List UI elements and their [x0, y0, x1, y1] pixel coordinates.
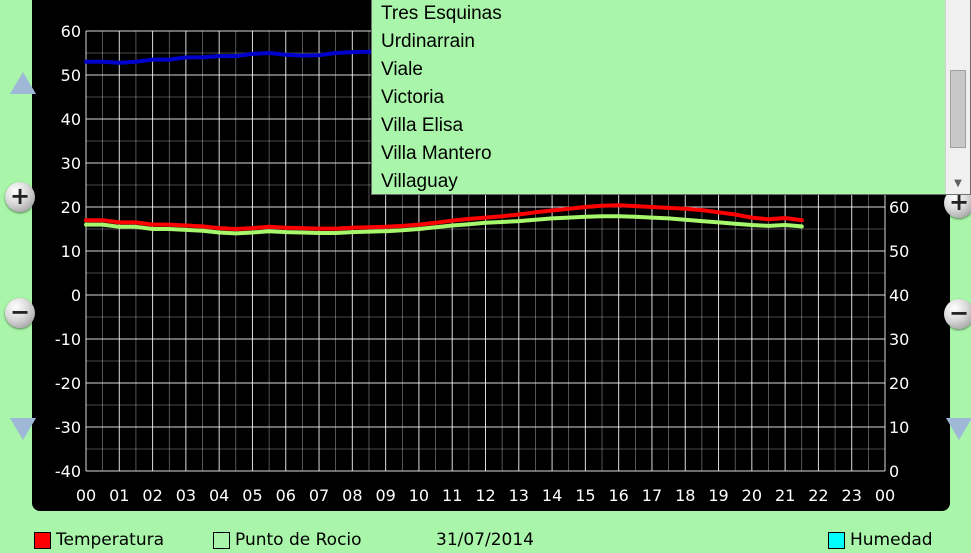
legend-punto-de-rocio-label: Punto de Rocio — [235, 530, 362, 550]
x-tick-label: 13 — [509, 486, 529, 505]
y-left-tick-label: 10 — [61, 242, 81, 261]
scrollbar-thumb[interactable] — [950, 70, 966, 148]
x-tick-label: 16 — [608, 486, 628, 505]
y-left-tick-label: -20 — [55, 374, 81, 393]
legend-humedad-label: Humedad — [850, 530, 933, 550]
x-tick-label: 07 — [309, 486, 329, 505]
x-tick-label: 00 — [76, 486, 96, 505]
y-left-tick-label: 30 — [61, 154, 81, 173]
scroll-up-arrow-icon-left[interactable] — [10, 72, 36, 94]
x-tick-label: 06 — [276, 486, 296, 505]
x-tick-label: 18 — [675, 486, 695, 505]
temperatura-swatch[interactable] — [34, 531, 51, 549]
legend-temperatura[interactable]: Temperatura — [34, 529, 164, 551]
legend-temperatura-label: Temperatura — [56, 530, 165, 550]
x-tick-label: 14 — [542, 486, 562, 505]
x-tick-label: 08 — [342, 486, 362, 505]
y-left-tick-label: 20 — [61, 198, 81, 217]
x-tick-label: 02 — [142, 486, 162, 505]
x-tick-label: 05 — [242, 486, 262, 505]
series-line-humedad — [84, 47, 405, 65]
series-line-punto-de-rocio — [84, 214, 804, 236]
humedad-swatch[interactable] — [828, 531, 845, 549]
zoom-out-button-left[interactable]: − — [5, 298, 35, 328]
legend-punto-de-rocio[interactable]: Punto de Rocio — [213, 529, 362, 551]
scroll-down-arrow-icon-right[interactable] — [946, 418, 971, 440]
y-left-tick-label: 40 — [61, 110, 81, 129]
y-right-tick-label: 20 — [889, 374, 909, 393]
x-tick-label: 12 — [475, 486, 495, 505]
date-label: 31/07/2014 — [436, 530, 534, 550]
station-option-villaguay[interactable]: Villaguay — [381, 171, 458, 192]
x-tick-label: 04 — [209, 486, 229, 505]
station-option-urdinarrain[interactable]: Urdinarrain — [381, 31, 475, 52]
x-tick-label: 23 — [842, 486, 862, 505]
station-option-tres-esquinas[interactable]: Tres Esquinas — [381, 3, 502, 24]
y-left-tick-label: -40 — [55, 462, 81, 481]
station-option-villa-mantero[interactable]: Villa Mantero — [381, 143, 492, 164]
station-option-villa-elisa[interactable]: Villa Elisa — [381, 115, 464, 136]
station-option-victoria[interactable]: Victoria — [381, 87, 445, 108]
dropdown-scrollbar[interactable]: ▼ — [945, 0, 970, 194]
zoom-out-button-right[interactable]: − — [944, 299, 971, 329]
y-left-tick-label: 50 — [61, 66, 81, 85]
y-right-tick-label: 60 — [889, 198, 909, 217]
scrollbar-down-arrow-icon[interactable]: ▼ — [954, 178, 962, 189]
x-tick-label: 19 — [708, 486, 728, 505]
station-dropdown-list[interactable]: Tres Esquinas Urdinarrain Viale Victoria… — [371, 0, 971, 195]
y-right-tick-label: 30 — [889, 330, 909, 349]
punto-de-rocio-swatch[interactable] — [213, 531, 230, 549]
x-tick-label: 03 — [176, 486, 196, 505]
x-tick-label: 21 — [775, 486, 795, 505]
x-tick-label: 01 — [109, 486, 129, 505]
station-option-viale[interactable]: Viale — [381, 59, 423, 80]
y-left-tick-label: 60 — [61, 22, 81, 41]
x-tick-label: 00 — [875, 486, 895, 505]
y-right-tick-label: 10 — [889, 418, 909, 437]
x-tick-label: 09 — [375, 486, 395, 505]
x-tick-label: 15 — [575, 486, 595, 505]
y-right-tick-label: 40 — [889, 286, 909, 305]
x-tick-label: 22 — [808, 486, 828, 505]
y-left-tick-label: 0 — [71, 286, 81, 305]
station-options: Tres Esquinas Urdinarrain Viale Victoria… — [372, 0, 970, 194]
scroll-down-arrow-icon-left[interactable] — [10, 418, 36, 440]
x-tick-label: 11 — [442, 486, 462, 505]
x-tick-label: 20 — [742, 486, 762, 505]
x-tick-label: 17 — [642, 486, 662, 505]
series-line-temperatura — [84, 203, 804, 231]
y-left-tick-label: -10 — [55, 330, 81, 349]
y-right-tick-label: 50 — [889, 242, 909, 261]
legend-humedad[interactable]: Humedad — [828, 529, 933, 551]
x-tick-label: 10 — [409, 486, 429, 505]
y-left-tick-label: -30 — [55, 418, 81, 437]
zoom-in-button-left[interactable]: + — [5, 182, 35, 212]
weather-chart: 00 01 02 03 04 05 06 07 08 09 10 11 12 13 14 15 16 17 18 19… — [55, 22, 910, 505]
y-right-tick-label: 0 — [889, 462, 899, 481]
